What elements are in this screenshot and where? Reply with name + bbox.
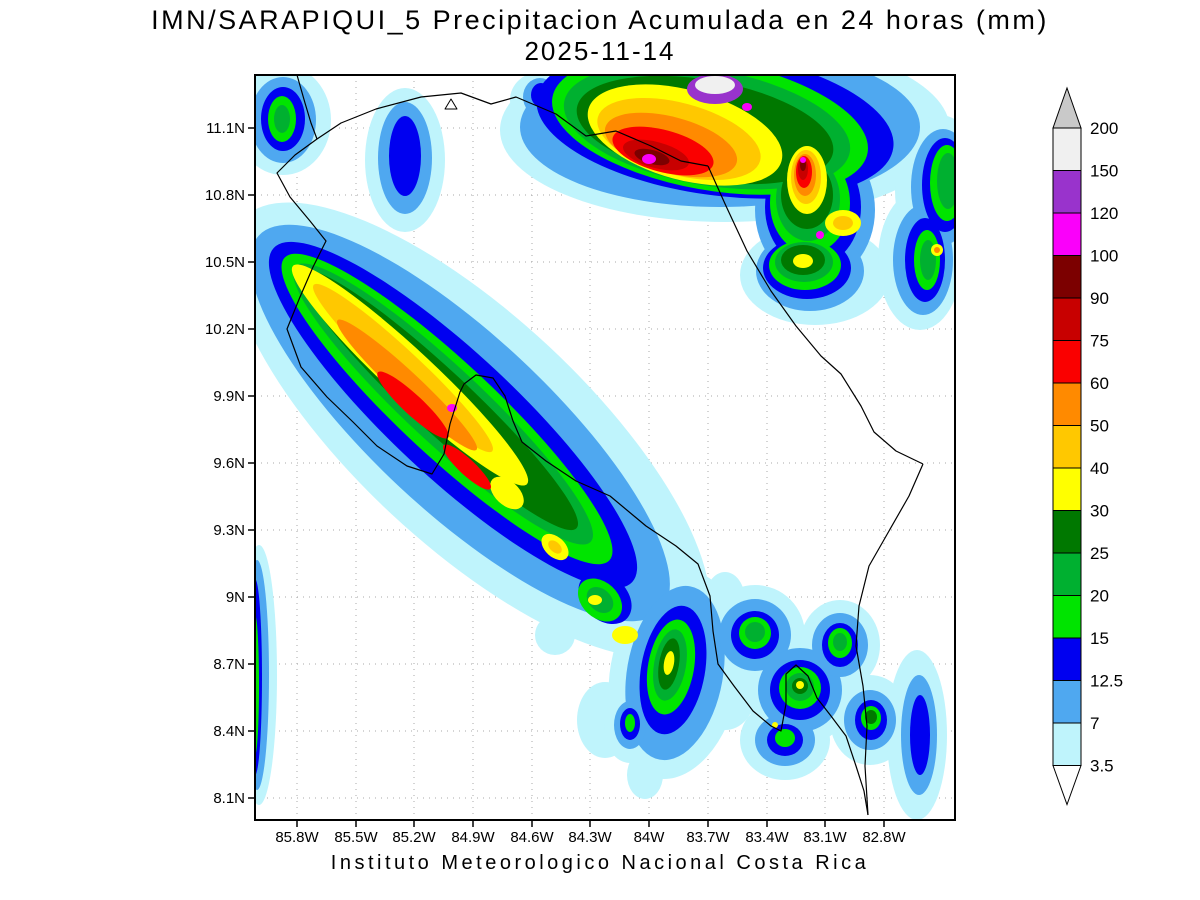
map-marker-triangle	[444, 98, 458, 110]
colorbar-tick-label: 90	[1090, 289, 1109, 308]
border-nicaragua	[296, 75, 709, 167]
y-axis-label: 9.3N	[213, 522, 245, 539]
colorbar-top-arrow	[1052, 86, 1082, 129]
x-axis-label: 85.5W	[334, 829, 378, 846]
colorbar-segment	[1052, 340, 1082, 384]
x-axis-label: 84W	[634, 829, 666, 846]
axis-ticks	[248, 127, 885, 827]
y-axis-label: 8.7N	[213, 656, 245, 673]
footer-text: Instituto Meteorologico Nacional Costa R…	[330, 852, 870, 874]
x-axis-label: 83.7W	[686, 829, 730, 846]
y-axis-label: 8.4N	[213, 723, 245, 740]
x-axis-label: 84.9W	[451, 829, 495, 846]
y-axis-label: 8.1N	[213, 790, 245, 807]
y-axis-label: 10.5N	[205, 254, 245, 271]
colorbar-tick-label: 7	[1090, 714, 1099, 733]
colorbar-tick-label: 3.5	[1090, 757, 1114, 776]
colorbar-segment	[1052, 255, 1082, 299]
chart-date: 2025-11-14	[524, 36, 676, 66]
colorbar-segment	[1052, 425, 1082, 469]
colorbar-tick-label: 15	[1090, 629, 1109, 648]
x-axis-label: 84.6W	[510, 829, 554, 846]
colorbar: 200 150 120 100 90 75 60 50 40 30 25 20 15 12.5 7 3.5	[1052, 86, 1123, 806]
y-axis-label: 9N	[226, 589, 245, 606]
y-axis-label: 10.8N	[205, 187, 245, 204]
colorbar-segment	[1052, 170, 1082, 214]
colorbar-segment	[1052, 382, 1082, 426]
colorbar-segment	[1052, 552, 1082, 596]
colorbar-segment	[1052, 510, 1082, 554]
coastline-pacific	[276, 138, 869, 816]
colorbar-tick-label: 30	[1090, 502, 1109, 521]
chart-title: IMN/SARAPIQUI_5 Precipitacion Acumulada …	[151, 5, 1049, 35]
colorbar-segment	[1052, 637, 1082, 681]
colorbar-tick-label: 100	[1090, 247, 1118, 266]
colorbar-tick-label: 20	[1090, 587, 1109, 606]
colorbar-tick-label: 40	[1090, 459, 1109, 478]
coastline-caribbean	[707, 165, 924, 465]
colorbar-segment	[1052, 212, 1082, 256]
x-axis-label: 83.1W	[803, 829, 847, 846]
colorbar-segment	[1052, 467, 1082, 511]
y-axis-label: 11.1N	[206, 120, 245, 137]
precip-level-150	[695, 76, 735, 94]
colorbar-tick-label: 150	[1090, 162, 1118, 181]
colorbar-bottom-arrow	[1052, 765, 1082, 806]
plot-border	[254, 74, 956, 821]
colorbar-tick-label: 75	[1090, 332, 1109, 351]
colorbar-segment	[1052, 680, 1082, 724]
y-axis-label: 9.6N	[213, 455, 245, 472]
colorbar-segment	[1052, 722, 1082, 766]
x-axis-label: 82.8W	[862, 829, 906, 846]
colorbar-tick-label: 25	[1090, 544, 1109, 563]
border-panama	[855, 463, 924, 816]
x-axis-label: 85.2W	[392, 829, 436, 846]
x-axis-label: 85.8W	[275, 829, 319, 846]
map-plot: 11.1N 10.8N 10.5N 10.2N 9.9N 9.6N 9.3N 9…	[205, 74, 956, 846]
colorbar-tick-label: 200	[1090, 119, 1118, 138]
colorbar-tick-label: 120	[1090, 204, 1118, 223]
x-axis-label: 83.4W	[745, 829, 789, 846]
colorbar-tick-label: 50	[1090, 417, 1109, 436]
y-axis-label: 10.2N	[205, 321, 245, 338]
colorbar-segment	[1052, 127, 1082, 171]
colorbar-tick-label: 60	[1090, 374, 1109, 393]
x-axis-label: 84.3W	[568, 829, 612, 846]
colorbar-segment	[1052, 297, 1082, 341]
colorbar-segment	[1052, 595, 1082, 639]
colorbar-tick-label: 12.5	[1090, 672, 1123, 691]
y-axis-label: 9.9N	[213, 388, 245, 405]
